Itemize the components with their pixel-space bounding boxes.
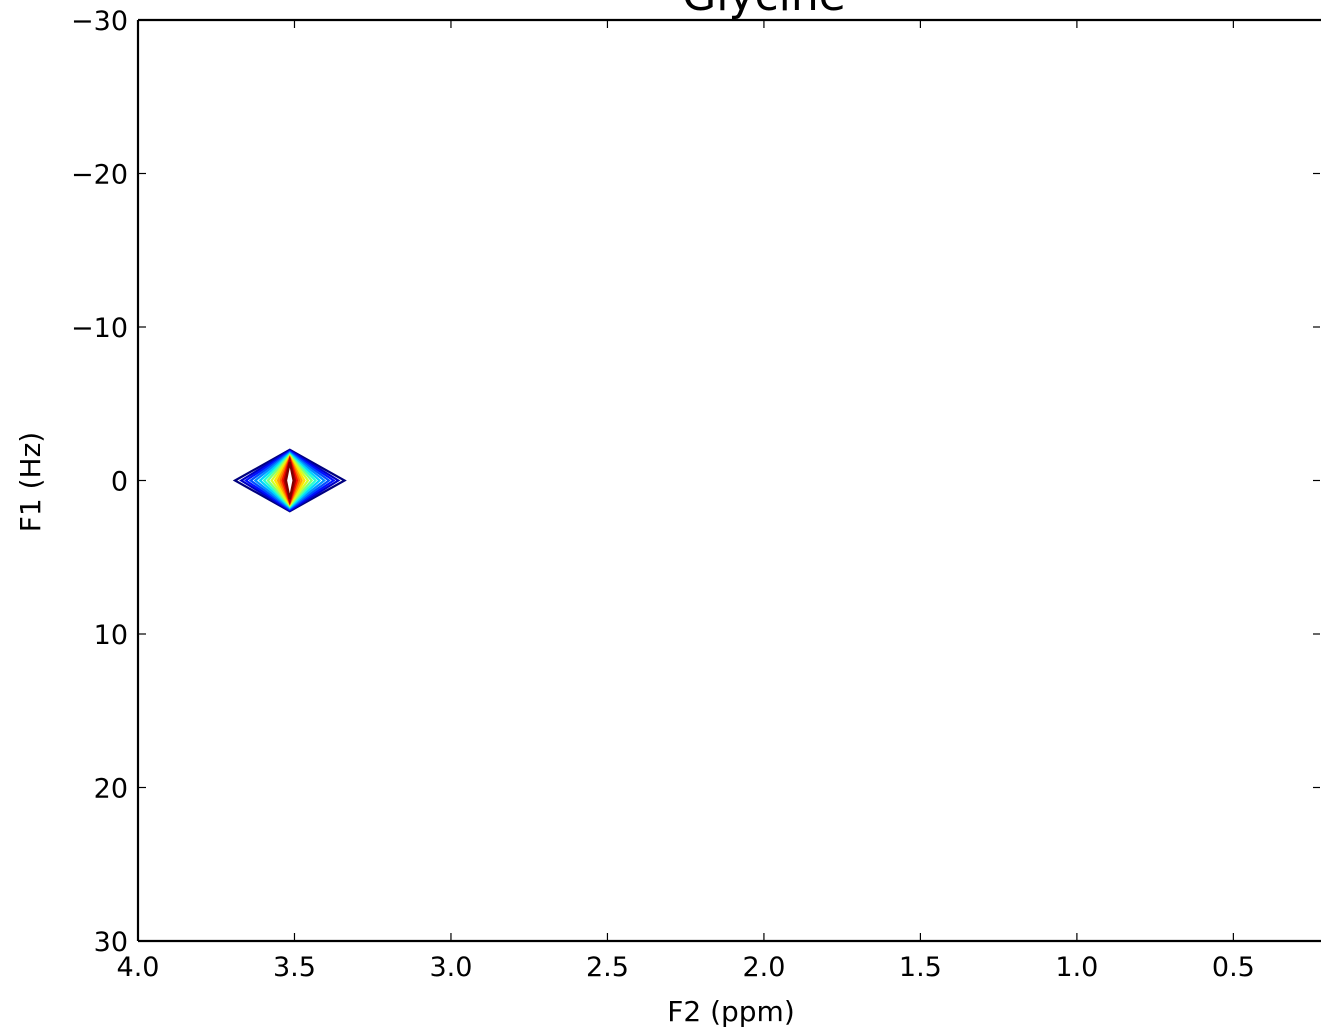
x-tick-label: 2.0 <box>742 952 785 983</box>
contour-line <box>243 450 336 511</box>
y-tick-label: −20 <box>71 160 128 191</box>
y-ticks: −30 −20 −10 0 10 20 30 <box>71 6 1320 958</box>
x-tick-label: 0.5 <box>1212 952 1255 983</box>
chart-title: Glycine <box>682 0 846 21</box>
contour-line <box>270 454 310 507</box>
y-tick-label: −30 <box>71 6 128 37</box>
x-axis-label: F2 (ppm) <box>667 995 795 1028</box>
contour-line <box>258 452 322 509</box>
y-tick-label: 20 <box>94 774 128 805</box>
y-axis-label: F1 (Hz) <box>14 432 47 532</box>
contour-peaks <box>232 448 347 513</box>
contour-line <box>266 453 314 508</box>
contour-line <box>232 448 347 513</box>
x-tick-label: 4.0 <box>117 952 160 983</box>
x-tick-label: 1.5 <box>899 952 942 983</box>
contour-line <box>284 461 295 500</box>
x-ticks: 4.0 3.5 3.0 2.5 2.0 1.5 1.0 0.5 <box>117 20 1255 983</box>
x-tick-label: 3.5 <box>273 952 316 983</box>
y-tick-label: 10 <box>94 620 128 651</box>
x-tick-label: 3.0 <box>429 952 472 983</box>
y-tick-label: 30 <box>94 927 128 958</box>
contour-line <box>248 450 331 511</box>
y-tick-label: 0 <box>111 467 128 498</box>
x-tick-label: 2.5 <box>586 952 629 983</box>
x-tick-label: 1.0 <box>1055 952 1098 983</box>
y-tick-label: −10 <box>71 313 128 344</box>
contour-line <box>262 452 317 509</box>
contour-line <box>253 451 326 510</box>
contour-line <box>239 449 341 512</box>
